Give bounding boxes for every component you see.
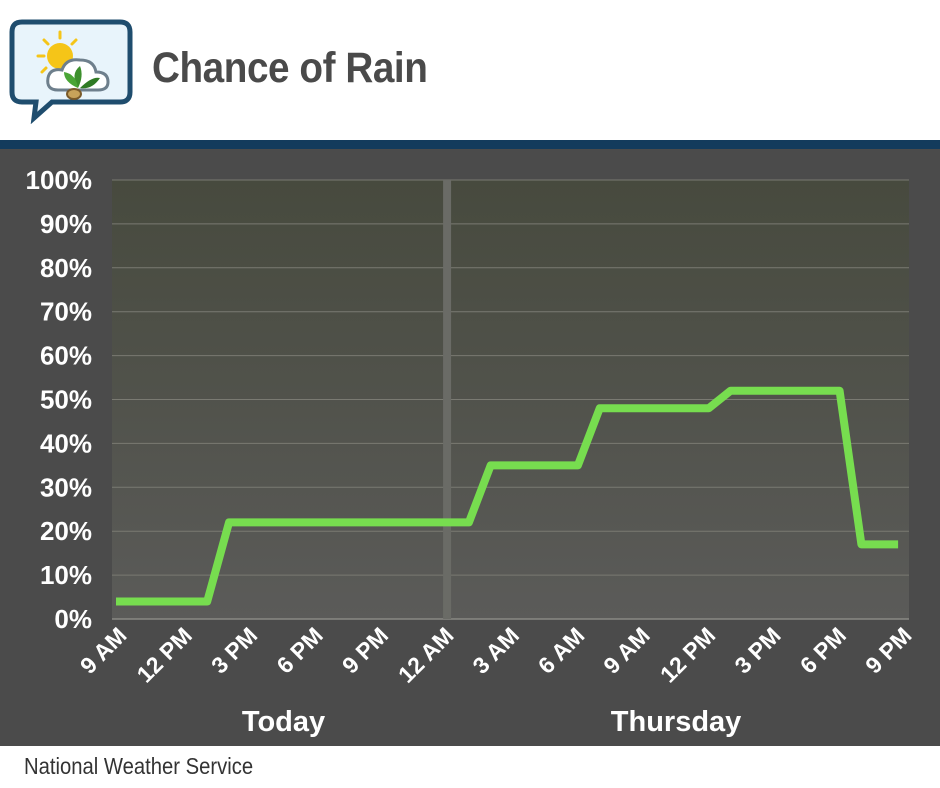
x-tick-label: 3 PM	[729, 622, 785, 678]
x-tick-label: 9 PM	[860, 622, 916, 678]
y-tick-label: 20%	[40, 516, 92, 546]
day-divider	[443, 180, 452, 619]
header: Chance of Rain	[0, 0, 940, 140]
x-tick-label: 6 AM	[533, 622, 590, 679]
x-tick-label: 12 PM	[132, 622, 197, 687]
x-tick-label: 6 PM	[795, 622, 851, 678]
x-tick-label: 3 PM	[206, 622, 262, 678]
day-label: Today	[242, 706, 325, 738]
y-tick-label: 100%	[26, 165, 93, 195]
x-tick-label: 3 AM	[467, 622, 524, 679]
y-tick-label: 40%	[40, 428, 92, 458]
y-tick-label: 60%	[40, 341, 92, 371]
y-tick-label: 10%	[40, 560, 92, 590]
y-tick-label: 90%	[40, 209, 92, 239]
x-tick-label: 9 PM	[337, 622, 393, 678]
x-tick-label: 12 AM	[393, 622, 459, 688]
x-tick-label: 9 AM	[598, 622, 655, 679]
x-tick-label: 12 PM	[655, 622, 720, 687]
page-title: Chance of Rain	[152, 44, 428, 92]
y-tick-label: 70%	[40, 297, 92, 327]
y-tick-label: 50%	[40, 385, 92, 415]
header-divider	[0, 140, 940, 149]
x-tick-label: 6 PM	[271, 622, 327, 678]
rain-chance-chart: 0%10%20%30%40%50%60%70%80%90%100% 9 AM 12…	[26, 165, 917, 738]
source-credit: National Weather Service	[24, 753, 254, 779]
rain-chance-line	[116, 386, 899, 606]
y-tick-label: 0%	[54, 604, 92, 634]
weather-logo-icon	[9, 19, 133, 124]
day-label: Thursday	[611, 706, 742, 738]
y-tick-label: 80%	[40, 253, 92, 283]
y-tick-label: 30%	[40, 472, 92, 502]
